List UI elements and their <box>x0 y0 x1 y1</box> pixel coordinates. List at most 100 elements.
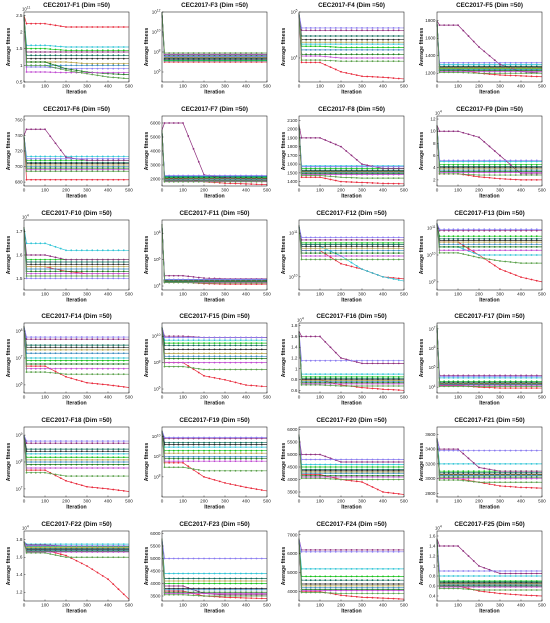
series-marker <box>207 342 210 345</box>
x-tick-label: 300 <box>358 187 366 192</box>
series-marker <box>387 38 390 41</box>
series-marker <box>86 263 88 265</box>
series-marker <box>234 484 236 487</box>
series-line <box>436 325 542 377</box>
series-marker <box>366 38 369 41</box>
series-marker <box>75 483 78 485</box>
series-marker <box>488 70 490 73</box>
series-marker <box>456 237 459 240</box>
series-marker <box>514 178 517 181</box>
x-tick-label: 100 <box>316 83 324 88</box>
series-marker <box>34 352 37 355</box>
series-marker <box>213 456 215 458</box>
series-marker <box>122 263 125 265</box>
y-axis-label: Average fitness <box>419 339 425 378</box>
series-marker <box>355 167 358 170</box>
series-line <box>161 129 267 178</box>
series-marker <box>223 446 226 449</box>
series-marker <box>467 173 469 176</box>
series-marker <box>101 51 104 53</box>
series-marker <box>371 167 374 170</box>
series-marker <box>86 338 88 341</box>
series-marker <box>442 172 445 175</box>
series-marker <box>207 348 210 351</box>
series-marker <box>345 43 348 46</box>
series-marker <box>86 459 88 461</box>
series-marker <box>213 449 215 452</box>
series-marker <box>202 53 205 56</box>
series-marker <box>39 253 42 256</box>
x-tick-label: 200 <box>62 499 70 504</box>
series-marker <box>117 167 120 169</box>
series-marker <box>49 461 52 464</box>
series-marker <box>340 241 342 244</box>
series-marker <box>181 52 184 54</box>
series-marker <box>535 70 538 73</box>
series-marker <box>524 376 527 378</box>
series-marker <box>535 163 538 166</box>
series-marker <box>309 59 312 61</box>
series-marker <box>234 355 236 358</box>
series-marker <box>345 29 348 32</box>
y-tick-label: 108 <box>153 229 160 235</box>
series-marker <box>25 64 28 67</box>
series-marker <box>498 61 501 64</box>
series-marker <box>234 182 236 185</box>
series-marker <box>329 373 332 376</box>
series-marker <box>329 53 332 56</box>
series-marker <box>309 167 312 170</box>
series-marker <box>34 357 37 360</box>
series-marker <box>234 443 236 446</box>
series-marker <box>371 251 374 254</box>
x-tick-label: 0 <box>160 499 163 504</box>
series-marker <box>467 385 469 388</box>
series-marker <box>324 249 327 252</box>
series-marker <box>340 48 342 51</box>
series-marker <box>34 54 37 57</box>
series-marker <box>25 277 28 279</box>
series-marker <box>535 67 538 69</box>
series-marker <box>387 43 390 46</box>
series-marker <box>249 460 252 463</box>
series-marker <box>329 384 332 387</box>
y-tick-label: 104 <box>153 282 160 288</box>
series-marker <box>167 352 170 355</box>
series-marker <box>176 436 179 439</box>
series-marker <box>59 338 62 341</box>
series-marker <box>255 352 257 355</box>
series-marker <box>91 258 94 261</box>
series-marker <box>218 339 221 342</box>
series-marker <box>498 159 501 162</box>
series-marker <box>350 258 353 260</box>
series-marker <box>218 281 221 284</box>
series-marker <box>30 165 33 168</box>
series-marker <box>30 22 33 25</box>
series-marker <box>376 373 379 376</box>
series-marker <box>80 64 83 67</box>
series-marker <box>86 165 88 168</box>
x-tick-label: 300 <box>83 395 91 400</box>
series-marker <box>96 46 99 48</box>
x-tick-label: 300 <box>221 83 229 88</box>
series-marker <box>213 479 215 481</box>
series-marker <box>218 446 221 449</box>
series-marker <box>59 373 62 375</box>
series-marker <box>192 452 194 455</box>
series-line <box>23 326 130 389</box>
series-marker <box>59 274 62 277</box>
series-marker <box>49 61 52 63</box>
series-marker <box>340 60 342 63</box>
series-marker <box>181 335 184 338</box>
series-marker <box>382 254 384 257</box>
series-marker <box>366 35 369 37</box>
series-marker <box>319 243 321 245</box>
series-marker <box>101 487 104 490</box>
series-marker <box>350 35 353 37</box>
series-marker <box>65 270 67 272</box>
series-marker <box>107 357 109 360</box>
series-marker <box>75 440 78 443</box>
y-tick-label: 760 <box>15 117 23 122</box>
series-marker <box>75 167 78 169</box>
series-marker <box>519 173 522 176</box>
series-marker <box>70 49 73 52</box>
